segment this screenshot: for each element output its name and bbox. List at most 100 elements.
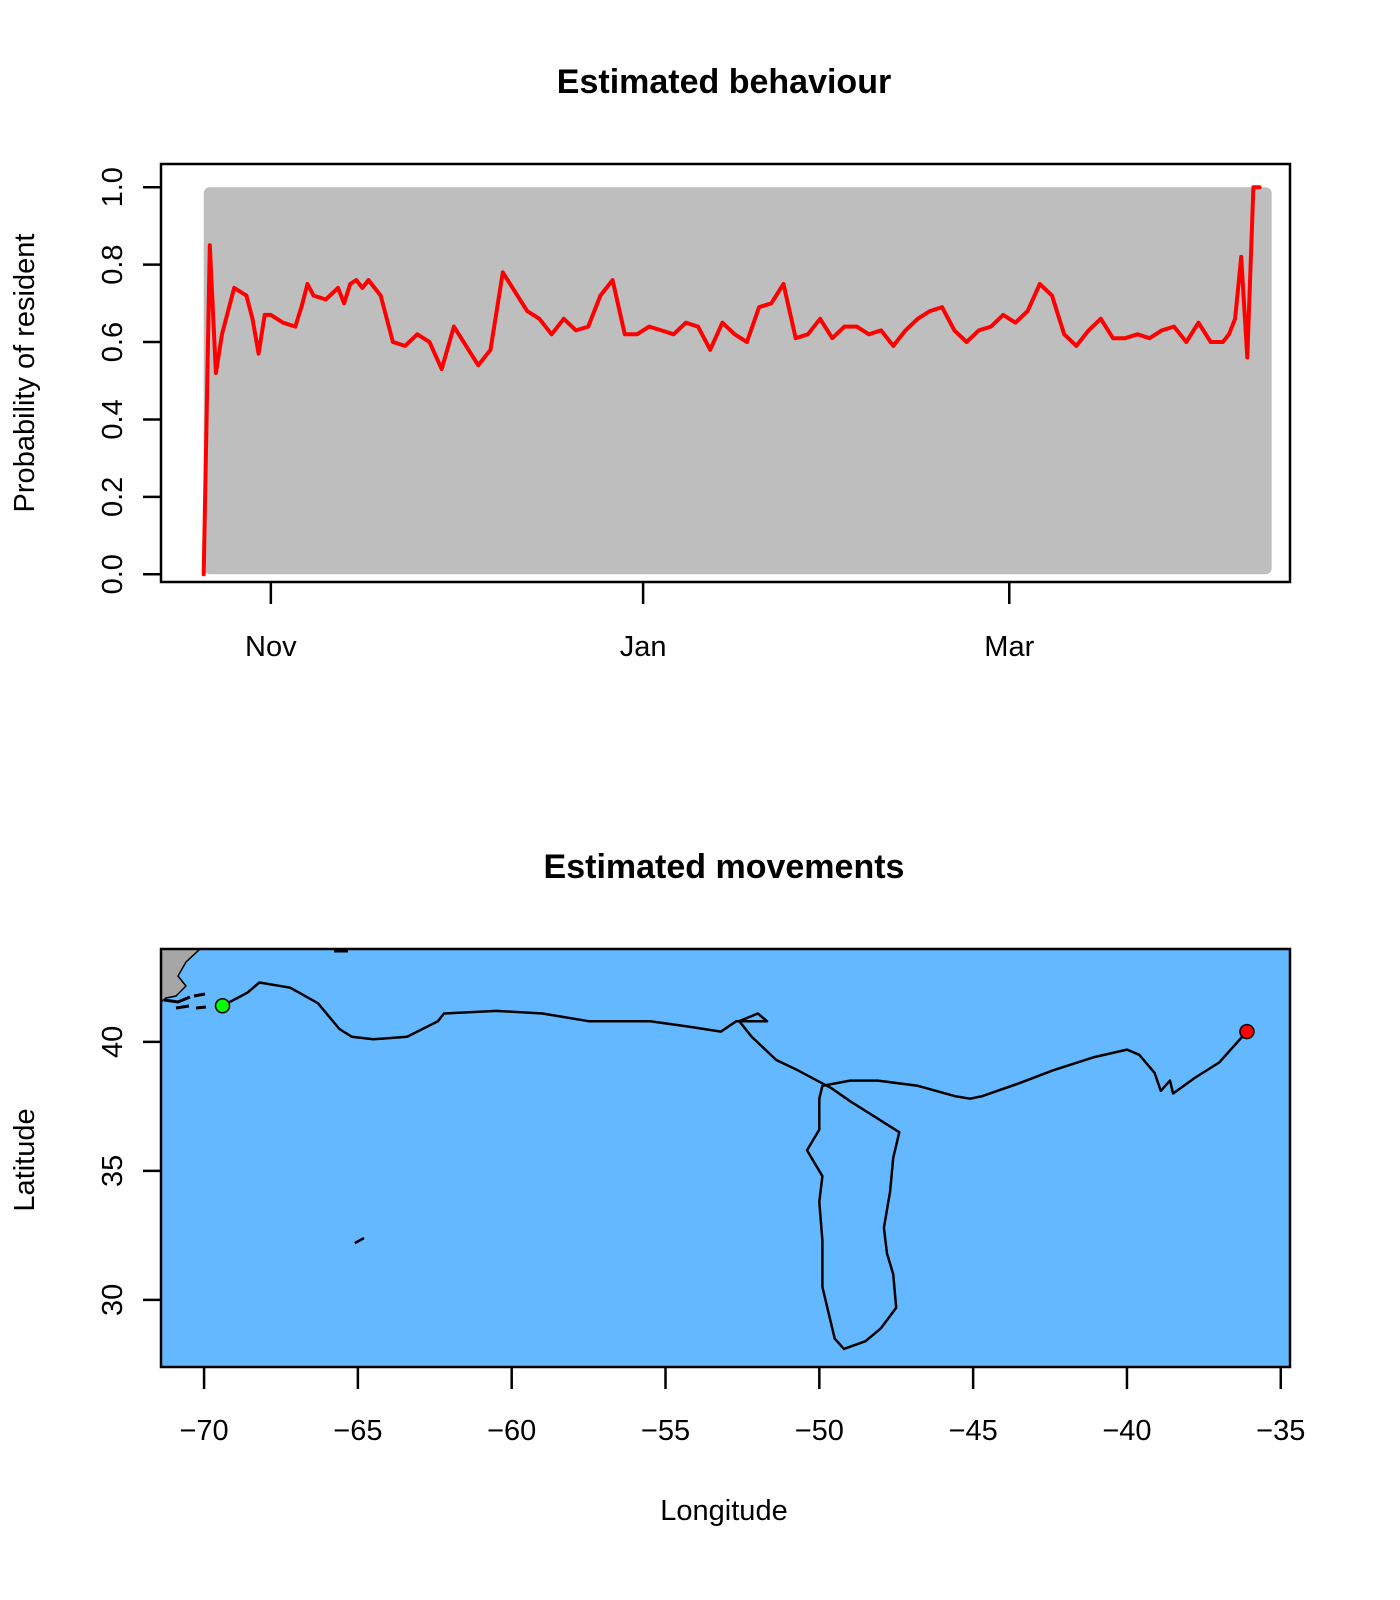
- series-point: [610, 278, 615, 282]
- series-point: [537, 317, 542, 321]
- series-point: [635, 332, 639, 337]
- behaviour-plot-frame: [159, 162, 1292, 584]
- series-point: [928, 309, 932, 313]
- series-point: [220, 332, 224, 337]
- series-point: [647, 324, 652, 329]
- x-tick-label: −35: [1256, 1415, 1305, 1447]
- series-point: [1062, 332, 1066, 337]
- coast-fragment: [195, 1005, 207, 1010]
- series-point: [525, 309, 529, 313]
- series-point: [232, 286, 237, 290]
- series-point: [586, 324, 590, 329]
- series-point: [201, 572, 206, 577]
- series-point: [1147, 336, 1152, 340]
- series-point: [342, 301, 346, 306]
- series-point: [323, 297, 328, 302]
- series-point: [732, 332, 737, 337]
- series-point: [354, 278, 359, 282]
- series-point: [549, 332, 554, 337]
- track-line-0: [221, 981, 1248, 1351]
- movements-plot-frame: [159, 947, 1292, 1369]
- track-line-1: [354, 1236, 365, 1245]
- series-point: [360, 286, 365, 290]
- track-layer: [221, 981, 1248, 1351]
- series-point: [1208, 340, 1213, 344]
- series-point: [854, 324, 859, 329]
- series-point: [879, 328, 883, 333]
- series-point: [696, 324, 700, 329]
- behaviour-line-layer: [201, 185, 1262, 577]
- series-point: [1135, 332, 1140, 337]
- series-point: [940, 305, 944, 310]
- y-tick-label: 0.6: [97, 322, 129, 362]
- series-point: [244, 293, 249, 298]
- series-point: [1111, 336, 1115, 340]
- series-point: [415, 332, 420, 337]
- series-point: [513, 289, 517, 294]
- series-point: [891, 344, 896, 348]
- series-point: [452, 324, 456, 329]
- series-point: [1025, 309, 1030, 313]
- series-point: [262, 313, 267, 317]
- y-tick-label: 30: [97, 1284, 129, 1316]
- series-point: [336, 286, 340, 290]
- x-tick-label: −40: [1102, 1415, 1151, 1447]
- series-point: [867, 332, 871, 337]
- series-point: [464, 344, 468, 348]
- movements-panel: Estimated movements −70 −65 −60 −55 −50 −45 −4…: [9, 848, 1305, 1527]
- coastline-islands: [163, 949, 348, 1010]
- series-point: [500, 270, 505, 275]
- series-point: [903, 328, 908, 333]
- coast-fragment: [163, 995, 191, 1004]
- series-point: [842, 324, 847, 329]
- series-point: [366, 278, 371, 282]
- x-tick-label: −50: [795, 1415, 844, 1447]
- y-tick-label: 0.4: [97, 399, 129, 439]
- series-point: [1099, 317, 1103, 321]
- series-point: [1221, 340, 1225, 344]
- series-point: [378, 293, 383, 298]
- series-point: [293, 324, 298, 329]
- movements-y-ticks: 30 35 40: [97, 1026, 161, 1316]
- y-tick-label: 0.0: [97, 554, 129, 594]
- coast-fragment: [193, 992, 206, 998]
- y-tick-label: 0.8: [97, 244, 129, 284]
- series-point: [1086, 328, 1091, 333]
- track-endpoints: [214, 998, 1255, 1040]
- series-point: [1172, 324, 1176, 329]
- behaviour-x-ticks: Nov Jan Mar: [245, 582, 1035, 663]
- series-point: [299, 305, 304, 310]
- series-line-0: [201, 185, 1262, 577]
- series-point: [989, 324, 993, 329]
- series-point: [952, 328, 957, 333]
- movements-x-ticks: −70 −65 −60 −55 −50 −45 −40 −35: [179, 1367, 1305, 1447]
- series-point: [1227, 332, 1231, 337]
- series-point: [757, 305, 761, 310]
- series-point: [1074, 344, 1079, 348]
- series-point: [830, 336, 835, 340]
- series-point: [476, 363, 481, 368]
- series-point: [671, 332, 676, 337]
- x-tick-label: −55: [641, 1415, 690, 1447]
- series-point: [281, 320, 285, 325]
- movements-title: Estimated movements: [544, 848, 905, 886]
- series-point: [598, 293, 603, 298]
- movements-x-axis-label: Longitude: [660, 1495, 787, 1527]
- series-point: [574, 328, 578, 333]
- x-tick-label: −70: [179, 1415, 228, 1447]
- series-point: [806, 332, 810, 337]
- y-tick-label: 40: [97, 1026, 129, 1058]
- series-point: [745, 340, 749, 344]
- start-point: [214, 998, 231, 1014]
- series-point: [208, 243, 212, 248]
- series-point: [623, 332, 627, 337]
- x-tick-label: −65: [333, 1415, 382, 1447]
- x-tick-label: −45: [949, 1415, 998, 1447]
- series-point: [269, 313, 273, 317]
- series-point: [781, 282, 786, 286]
- ocean-background: [161, 949, 1290, 1367]
- x-tick-label: Jan: [620, 631, 667, 663]
- series-point: [1257, 185, 1262, 190]
- x-tick-label: −60: [487, 1415, 536, 1447]
